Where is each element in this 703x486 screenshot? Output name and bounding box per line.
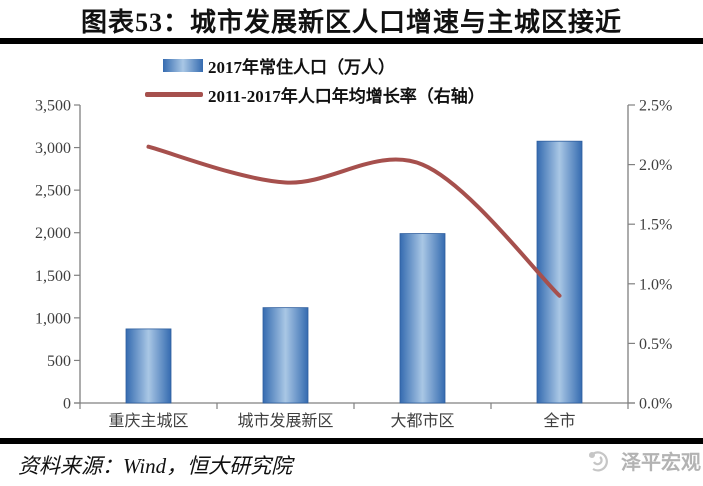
watermark-text: 泽平宏观 — [621, 452, 701, 474]
top-rule — [0, 38, 703, 44]
svg-text:1,000: 1,000 — [35, 310, 71, 327]
bottom-rule — [0, 438, 703, 444]
svg-text:全市: 全市 — [543, 412, 575, 430]
svg-text:3,500: 3,500 — [35, 98, 71, 115]
watermark: 泽平宏观 — [584, 446, 701, 475]
svg-text:3,000: 3,000 — [35, 140, 71, 157]
svg-text:0: 0 — [63, 396, 71, 413]
svg-text:2,000: 2,000 — [35, 225, 71, 242]
line-swatch-icon — [145, 91, 203, 97]
svg-text:500: 500 — [47, 353, 71, 370]
svg-text:0.5%: 0.5% — [639, 336, 672, 353]
legend-label-growth: 2011-2017年人口年均增长率（右轴） — [208, 86, 485, 106]
bar-swatch-icon — [163, 58, 203, 72]
legend-swatch-box — [145, 91, 203, 97]
svg-text:重庆主城区: 重庆主城区 — [108, 412, 188, 430]
svg-text:2.5%: 2.5% — [639, 98, 672, 115]
source-note: 资料来源：Wind，恒大研究院 — [18, 454, 293, 478]
legend-item-population: 2017年常住人口（万人） — [145, 55, 485, 77]
svg-text:1,500: 1,500 — [35, 268, 71, 285]
svg-text:2.0%: 2.0% — [639, 157, 672, 174]
legend-label-population: 2017年常住人口（万人） — [208, 57, 395, 77]
svg-text:1.0%: 1.0% — [639, 276, 672, 293]
zeping-logo-icon — [589, 450, 608, 472]
svg-text:0.0%: 0.0% — [639, 396, 672, 413]
legend-swatch-box — [145, 58, 203, 72]
svg-text:2,500: 2,500 — [35, 183, 71, 200]
chart-title: 图表53：城市发展新区人口增速与主城区接近 — [80, 8, 622, 37]
svg-text:城市发展新区: 城市发展新区 — [237, 412, 333, 430]
svg-text:大都市区: 大都市区 — [390, 412, 454, 430]
legend-item-growth: 2011-2017年人口年均增长率（右轴） — [145, 84, 485, 106]
svg-text:1.5%: 1.5% — [639, 217, 672, 234]
legend: 2017年常住人口（万人） 2011-2017年人口年均增长率（右轴） — [145, 55, 485, 113]
